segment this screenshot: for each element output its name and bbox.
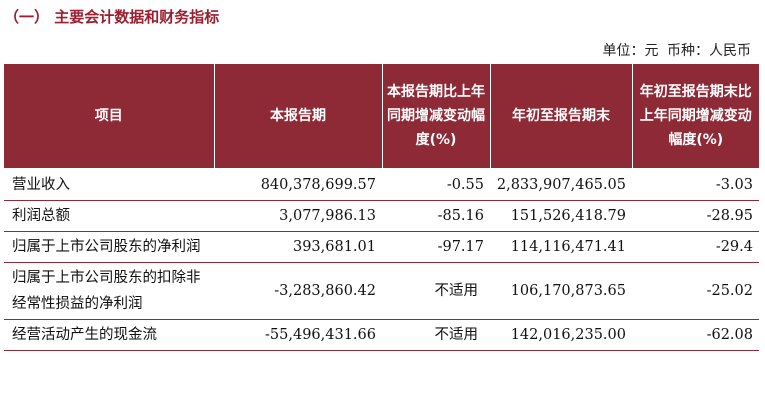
- row-current-change: -85.16: [382, 200, 490, 232]
- row-current: 840,378,699.57: [214, 168, 382, 201]
- financial-data-table: 项目 本报告期 本报告期比上年同期增减变动幅度(%) 年初至报告期末 年初至报告…: [4, 64, 759, 351]
- table-row: 营业收入 840,378,699.57 -0.55 2,833,907,465.…: [4, 168, 759, 201]
- row-current: 3,077,986.13: [214, 200, 382, 232]
- unit-line: 单位：元 币种：人民币: [599, 40, 751, 60]
- currency-label: 币种：人民币: [667, 43, 751, 59]
- header-item: 项目: [4, 64, 215, 168]
- row-current-change: -97.17: [382, 231, 490, 263]
- row-item: 归属于上市公司股东的扣除非经常性损益的净利润: [4, 262, 214, 320]
- header-row: 项目 本报告期 本报告期比上年同期增减变动幅度(%) 年初至报告期末 年初至报告…: [4, 64, 759, 168]
- table-header: 项目 本报告期 本报告期比上年同期增减变动幅度(%) 年初至报告期末 年初至报告…: [4, 64, 759, 168]
- row-item: 归属于上市公司股东的净利润: [4, 231, 214, 263]
- header-ytd-change: 年初至报告期末比上年同期增减变动幅度(%): [632, 64, 759, 168]
- row-ytd-change: -3.03: [632, 168, 759, 201]
- unit-label: 单位：元: [602, 43, 659, 59]
- row-current-change: -0.55: [382, 168, 490, 201]
- row-item: 营业收入: [4, 168, 214, 201]
- row-current: -55,496,431.66: [214, 319, 382, 351]
- row-ytd-change: -28.95: [632, 200, 759, 232]
- header-ytd: 年初至报告期末: [490, 64, 633, 168]
- row-current-change: 不适用: [382, 262, 490, 320]
- table-row: 经营活动产生的现金流 -55,496,431.66 不适用 142,016,23…: [4, 319, 759, 351]
- section-title: （一） 主要会计数据和财务指标: [4, 8, 220, 26]
- row-item: 经营活动产生的现金流: [4, 319, 214, 351]
- header-current-change: 本报告期比上年同期增减变动幅度(%): [382, 64, 491, 168]
- row-ytd: 2,833,907,465.05: [490, 168, 632, 201]
- row-ytd-change: -62.08: [632, 319, 759, 351]
- header-current-period: 本报告期: [214, 64, 383, 168]
- row-ytd: 114,116,471.41: [490, 231, 632, 263]
- table-row: 归属于上市公司股东的净利润 393,681.01 -97.17 114,116,…: [4, 231, 759, 263]
- table-row: 归属于上市公司股东的扣除非经常性损益的净利润 -3,283,860.42 不适用…: [4, 262, 759, 320]
- table-body: 营业收入 840,378,699.57 -0.55 2,833,907,465.…: [4, 168, 759, 351]
- row-ytd-change: -29.4: [632, 231, 759, 263]
- row-current-change: 不适用: [382, 319, 490, 351]
- row-item: 利润总额: [4, 200, 214, 232]
- row-ytd-change: -25.02: [632, 262, 759, 320]
- row-current: -3,283,860.42: [214, 262, 382, 320]
- table-row: 利润总额 3,077,986.13 -85.16 151,526,418.79 …: [4, 200, 759, 232]
- row-current: 393,681.01: [214, 231, 382, 263]
- row-ytd: 151,526,418.79: [490, 200, 632, 232]
- row-ytd: 106,170,873.65: [490, 262, 632, 320]
- row-ytd: 142,016,235.00: [490, 319, 632, 351]
